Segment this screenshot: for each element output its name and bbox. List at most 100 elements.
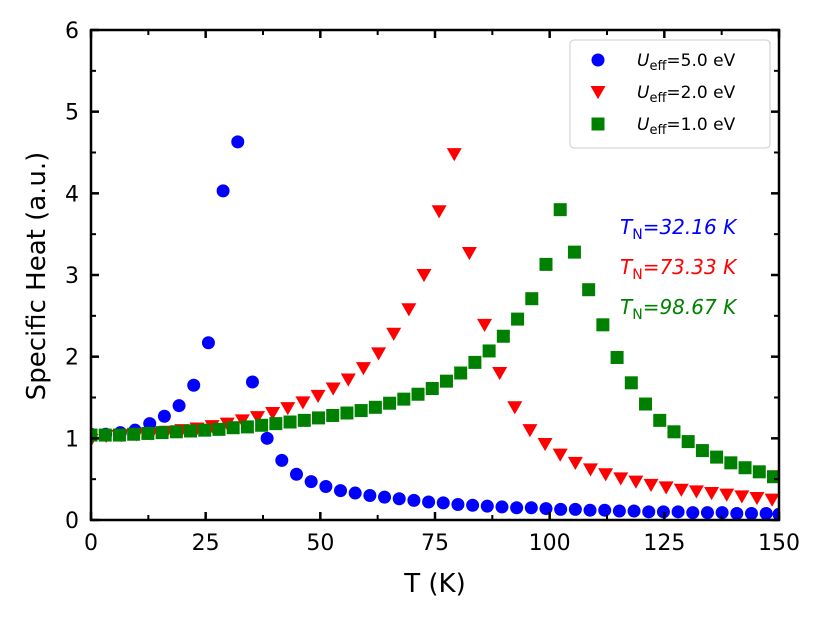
- square-data-point: [155, 426, 169, 440]
- triangle-down-data-point: [446, 148, 462, 162]
- series-2: [91, 148, 779, 507]
- square-data-point: [738, 461, 752, 475]
- square-data-point: [439, 374, 453, 388]
- triangle-down-data-point: [477, 318, 493, 332]
- circle-data-point: [700, 506, 714, 520]
- square-data-point: [127, 427, 141, 441]
- circle-data-point: [157, 409, 171, 423]
- square-data-point: [710, 450, 724, 464]
- triangle-down-data-point: [613, 472, 629, 486]
- square-data-point: [567, 245, 581, 259]
- circle-data-point: [201, 336, 215, 350]
- square-data-point: [653, 413, 667, 427]
- square-data-point: [624, 376, 638, 390]
- square-data-point: [539, 257, 553, 271]
- y-tick-label: 0: [65, 509, 79, 534]
- triangle-down-data-point: [416, 269, 432, 283]
- triangle-down-data-point: [265, 407, 281, 421]
- y-tick-label: 2: [65, 346, 79, 371]
- circle-data-point: [304, 475, 318, 489]
- triangle-down-data-point: [598, 468, 614, 482]
- triangle-down-data-point: [401, 303, 417, 317]
- triangle-down-data-point: [673, 483, 689, 497]
- circle-data-point: [715, 506, 729, 520]
- circle-data-point: [334, 484, 348, 498]
- square-data-point: [354, 404, 368, 418]
- square-data-point: [496, 329, 510, 343]
- circle-data-point: [554, 502, 568, 516]
- circle-data-point: [612, 504, 626, 518]
- circle-data-point: [466, 498, 480, 512]
- triangle-down-data-point: [371, 347, 387, 361]
- triangle-down-data-point: [310, 389, 326, 403]
- triangle-down-data-point: [355, 362, 371, 376]
- triangle-down-data-point: [749, 491, 765, 506]
- square-data-point: [454, 366, 468, 380]
- triangle-down-data-point: [764, 493, 779, 507]
- square-data-point: [226, 421, 240, 435]
- legend: Ueff=5.0 eV Ueff=2.0 eV Ueff=1.0 eV: [569, 39, 771, 149]
- triangle-down-data-point: [688, 485, 704, 499]
- square-data-point: [411, 387, 425, 401]
- triangle-down-data-point: [295, 396, 311, 410]
- x-tick-label: 50: [306, 531, 334, 556]
- square-data-point: [397, 392, 411, 406]
- triangle-down-data-point: [658, 481, 674, 495]
- circle-data-point: [671, 505, 685, 519]
- square-data-point: [596, 318, 610, 332]
- circle-data-point: [656, 505, 670, 519]
- x-tick-label: 125: [643, 531, 685, 556]
- square-data-point: [724, 456, 738, 470]
- triangle-down-data-point: [567, 456, 583, 470]
- square-data-point: [141, 426, 155, 440]
- triangle-down-data-point: [704, 487, 720, 501]
- square-data-point: [610, 350, 624, 364]
- circle-data-point: [583, 503, 597, 517]
- square-data-point: [582, 283, 596, 297]
- triangle-down-data-point: [340, 373, 356, 387]
- square-data-point: [98, 428, 112, 442]
- circle-data-point: [510, 501, 524, 515]
- circle-data-point: [568, 502, 582, 516]
- square-data-point: [240, 420, 254, 434]
- square-data-point: [639, 397, 653, 411]
- square-data-point: [525, 292, 539, 306]
- triangle-down-data-point: [325, 382, 341, 396]
- circle-data-point: [216, 184, 230, 198]
- series-3: [91, 203, 779, 484]
- circle-data-point: [172, 399, 186, 413]
- triangle-down-data-point: [492, 367, 508, 381]
- square-data-point: [326, 408, 340, 422]
- triangle-down-data-point: [507, 401, 523, 415]
- x-tick-label: 0: [84, 531, 98, 556]
- circle-data-point: [730, 506, 744, 520]
- data-markers: [91, 135, 779, 520]
- triangle-down-data-point: [719, 488, 735, 502]
- circle-data-point: [480, 499, 494, 513]
- square-data-point: [468, 355, 482, 369]
- circle-data-point: [451, 497, 465, 511]
- plot-frame: [89, 28, 781, 522]
- triangle-down-data-point: [461, 246, 477, 261]
- square-data-point: [695, 444, 709, 458]
- circle-data-point: [539, 502, 553, 516]
- circle-data-point: [319, 480, 333, 494]
- square-data-point: [752, 465, 766, 479]
- circle-data-point: [524, 501, 538, 515]
- square-data-point: [425, 382, 439, 396]
- legend-label: Ueff=5.0 eV: [637, 51, 736, 74]
- square-data-point: [511, 312, 525, 326]
- y-tick-label: 1: [65, 427, 79, 452]
- series-1: [91, 135, 779, 520]
- circle-data-point: [245, 375, 259, 389]
- y-tick-label: 4: [65, 182, 79, 207]
- triangle-down-data-point: [582, 463, 598, 477]
- square-data-point: [283, 415, 297, 429]
- legend-marker: [591, 53, 605, 67]
- square-data-point: [553, 203, 567, 217]
- square-data-point: [169, 425, 183, 439]
- square-data-point: [681, 435, 695, 449]
- circle-data-point: [627, 504, 641, 518]
- circle-data-point: [772, 507, 779, 520]
- legend-marker: [591, 117, 605, 131]
